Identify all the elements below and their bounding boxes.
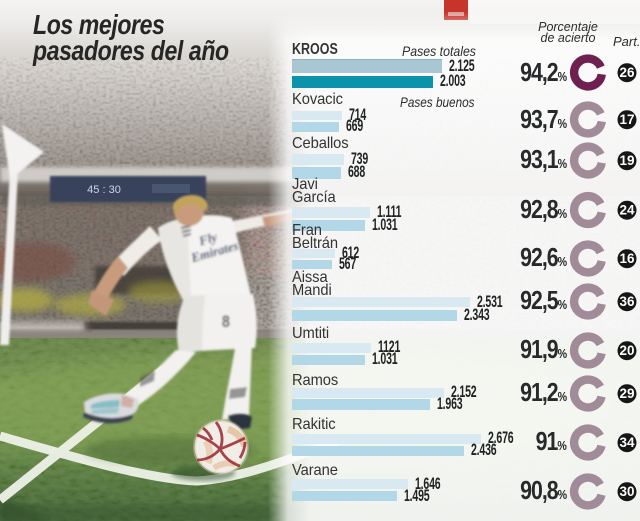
svg-text:16: 16 bbox=[619, 251, 635, 266]
svg-text:17: 17 bbox=[619, 112, 634, 127]
svg-text:Fly: Fly bbox=[196, 229, 219, 249]
svg-text:36: 36 bbox=[619, 294, 635, 309]
svg-text:24: 24 bbox=[619, 203, 635, 218]
svg-text:30: 30 bbox=[619, 484, 634, 499]
svg-text:29: 29 bbox=[619, 386, 634, 401]
svg-text:26: 26 bbox=[619, 65, 635, 80]
svg-text:20: 20 bbox=[619, 343, 634, 358]
svg-text:45 : 30: 45 : 30 bbox=[87, 184, 121, 196]
svg-text:34: 34 bbox=[619, 435, 635, 450]
svg-text:19: 19 bbox=[619, 153, 634, 168]
svg-text:8: 8 bbox=[222, 313, 230, 331]
